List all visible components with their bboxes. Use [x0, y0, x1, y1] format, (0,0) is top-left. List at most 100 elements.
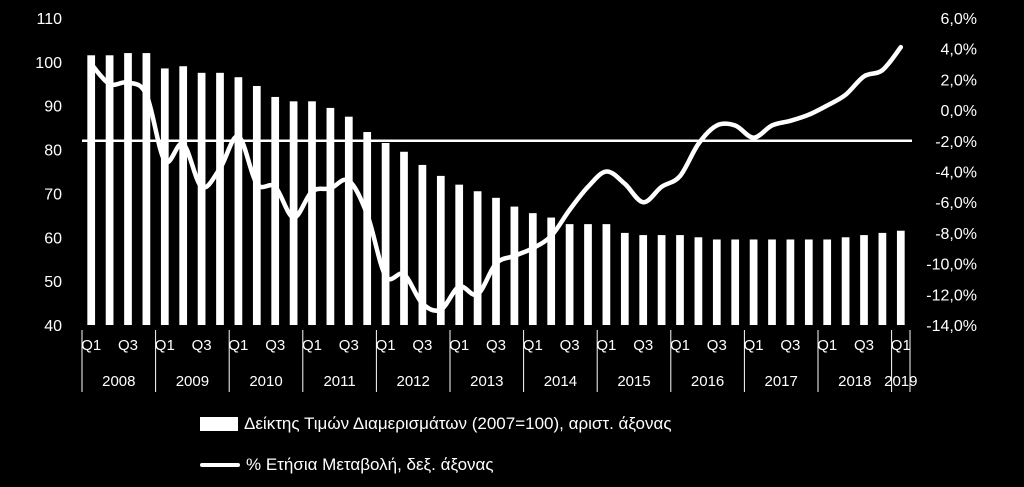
legend-label-index: Δείκτης Τιμών Διαμερισμάτων (2007=100), … — [244, 414, 672, 433]
bar — [326, 107, 335, 326]
bar — [308, 101, 316, 325]
right-tick-label: -8,0% — [935, 226, 977, 243]
quarter-label: Q3 — [633, 337, 653, 354]
legend-bar-swatch — [200, 417, 238, 431]
right-tick-label: -4,0% — [935, 165, 977, 182]
bar — [768, 239, 776, 325]
bar — [216, 72, 224, 325]
bars — [87, 53, 905, 326]
right-tick-label: 2,0% — [941, 72, 977, 89]
bar — [749, 239, 758, 325]
bar — [584, 224, 592, 325]
quarter-label: Q1 — [523, 337, 543, 354]
bar — [142, 53, 151, 325]
right-tick-label: -6,0% — [935, 195, 977, 212]
quarter-label: Q3 — [412, 337, 432, 354]
quarter-label: Q1 — [228, 337, 248, 354]
quarter-label: Q3 — [192, 337, 212, 354]
left-axis-ticks: 40 50 60 70 80 90 100 110 — [35, 11, 62, 335]
bar — [786, 239, 795, 325]
bar — [823, 239, 832, 325]
bar — [381, 142, 390, 325]
legend-item-index: Δείκτης Τιμών Διαμερισμάτων (2007=100), … — [200, 414, 672, 434]
bar — [676, 235, 684, 325]
legend-label-change: % Ετήσια Μεταβολή, δεξ. άξονας — [246, 455, 494, 474]
bar — [602, 224, 611, 325]
quarter-label: Q1 — [817, 337, 837, 354]
bar — [841, 237, 850, 325]
left-tick-label: 70 — [44, 186, 62, 203]
bar — [234, 77, 243, 325]
bar — [804, 239, 813, 325]
year-label: 2017 — [765, 373, 798, 390]
year-label: 2014 — [544, 373, 577, 390]
quarter-label: Q1 — [155, 337, 175, 354]
bar — [620, 232, 629, 325]
legend-item-change: % Ετήσια Μεταβολή, δεξ. άξονας — [200, 455, 494, 475]
quarter-label: Q1 — [596, 337, 616, 354]
right-tick-label: 4,0% — [941, 42, 977, 59]
x-axis: Q1 Q3 Q1 Q3 Q1 Q3 Q1 Q3 Q1 Q3 Q1 Q3 Q1 Q3 Q1 Q3 Q1 Q3 Q1 Q3… — [81, 330, 917, 392]
bar — [344, 116, 353, 325]
bar — [124, 53, 132, 325]
bar — [731, 239, 740, 325]
bar — [160, 68, 169, 325]
quarter-label: Q3 — [486, 337, 506, 354]
bar — [547, 217, 556, 325]
quarter-label: Q1 — [891, 337, 911, 354]
year-label: 2015 — [617, 373, 650, 390]
quarter-label: Q1 — [744, 337, 764, 354]
bar — [565, 224, 574, 325]
series-line — [88, 44, 904, 313]
year-label: 2016 — [691, 373, 724, 390]
left-tick-label: 50 — [44, 274, 62, 291]
left-tick-label: 100 — [35, 55, 62, 72]
right-axis-ticks: 6,0% 4,0% 2,0% 0,0% -2,0% -4,0% -6,0% -8,0% -10,… — [926, 11, 977, 335]
left-tick-label: 110 — [36, 11, 62, 28]
year-label: 2019 — [884, 373, 917, 390]
bar — [455, 184, 464, 325]
year-label: 2008 — [102, 373, 135, 390]
bar — [657, 235, 666, 325]
year-label: 2010 — [249, 373, 282, 390]
quarter-label: Q3 — [339, 337, 359, 354]
right-tick-label: -12,0% — [926, 287, 977, 304]
year-label: 2012 — [397, 373, 430, 390]
right-tick-label: -2,0% — [935, 134, 977, 151]
year-label: 2018 — [838, 373, 871, 390]
legend-line-swatch — [200, 463, 240, 467]
left-tick-label: 80 — [44, 143, 62, 160]
year-label: 2013 — [470, 373, 503, 390]
quarter-label: Q3 — [707, 337, 727, 354]
bar — [510, 206, 519, 325]
bar — [105, 55, 114, 326]
bar — [363, 132, 372, 325]
bar — [271, 96, 280, 325]
quarter-label: Q1 — [670, 337, 690, 354]
bar — [289, 101, 298, 325]
left-tick-label: 40 — [44, 318, 62, 335]
quarter-label: Q1 — [81, 337, 101, 354]
right-tick-label: -10,0% — [926, 257, 977, 274]
bar — [712, 239, 721, 325]
bar — [87, 55, 96, 326]
bar — [528, 213, 537, 325]
right-tick-label: 6,0% — [941, 11, 977, 28]
year-label: 2009 — [176, 373, 209, 390]
bar — [694, 237, 703, 325]
quarter-label: Q1 — [376, 337, 396, 354]
bar — [639, 235, 648, 325]
quarter-label: Q1 — [449, 337, 469, 354]
right-tick-label: 0,0% — [941, 103, 977, 120]
bar — [252, 85, 261, 325]
quarter-label: Q3 — [780, 337, 800, 354]
bar — [860, 235, 868, 325]
bar — [197, 72, 206, 325]
bar — [896, 230, 905, 325]
left-tick-label: 60 — [44, 230, 62, 247]
bar — [179, 66, 188, 325]
left-tick-label: 90 — [44, 99, 62, 116]
bar — [878, 232, 887, 325]
quarter-label: Q3 — [854, 337, 874, 354]
